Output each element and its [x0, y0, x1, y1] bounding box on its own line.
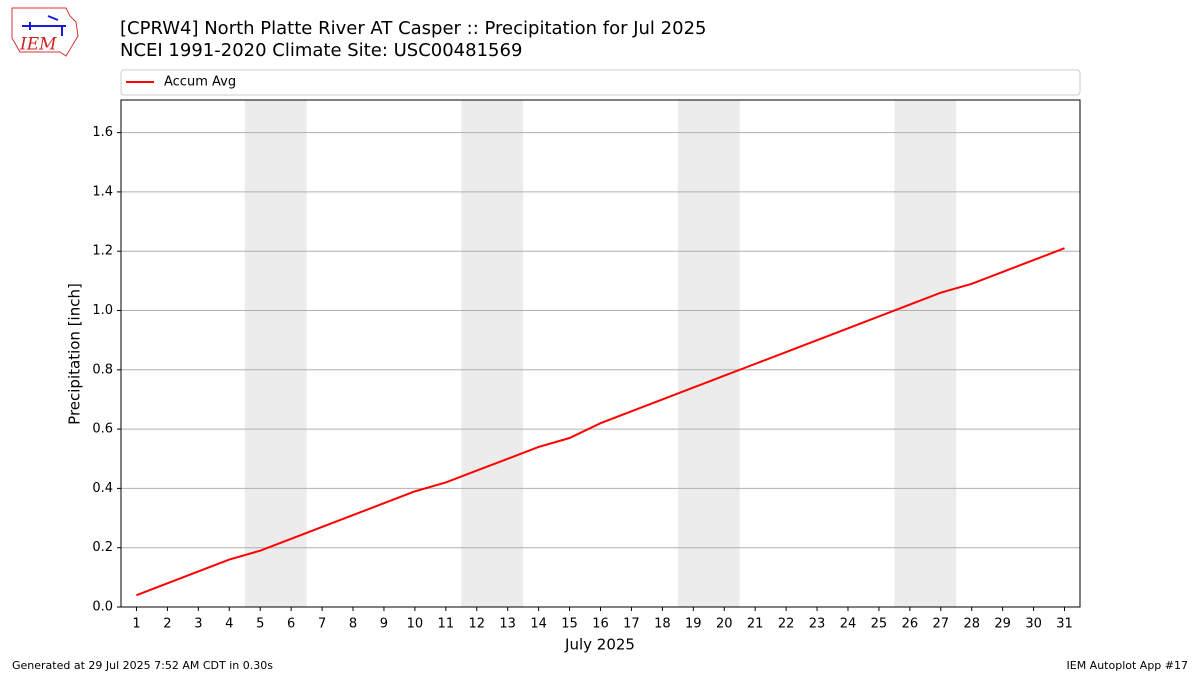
x-tick-label: 30: [1025, 617, 1042, 632]
x-tick-label: 13: [499, 617, 516, 632]
footer-left: Generated at 29 Jul 2025 7:52 AM CDT in …: [12, 659, 273, 672]
y-tick-label: 0.6: [92, 422, 113, 437]
series-line: [136, 247, 1065, 597]
x-tick-label: 25: [871, 617, 888, 632]
footer-right: IEM Autoplot App #17: [1067, 659, 1189, 672]
x-tick-label: 8: [349, 617, 357, 632]
y-tick-label: 0.0: [92, 600, 113, 615]
plot-frame: [120, 99, 1081, 608]
legend-box: [120, 69, 1081, 96]
x-tick-label: 7: [318, 617, 326, 632]
x-tick-label: 1: [132, 617, 140, 632]
x-tick-label: 11: [438, 617, 455, 632]
x-tick-label: 4: [225, 617, 233, 632]
x-tick-label: 6: [287, 617, 295, 632]
x-tick-label: 3: [194, 617, 202, 632]
weekend-band: [244, 100, 307, 607]
x-tick-label: 17: [623, 617, 640, 632]
x-tick-label: 29: [994, 617, 1011, 632]
y-tick-label: 0.8: [92, 362, 113, 377]
x-tick-label: 31: [1056, 617, 1073, 632]
x-tick-label: 21: [747, 617, 764, 632]
x-tick-label: 19: [685, 617, 702, 632]
y-axis-label: Precipitation [inch]: [66, 283, 84, 425]
x-tick-label: 14: [530, 617, 547, 632]
logo-icon: [22, 15, 66, 36]
y-tick-label: 0.4: [92, 481, 113, 496]
x-tick-label: 18: [654, 617, 671, 632]
y-tick-label: 1.2: [92, 244, 113, 259]
x-tick-label: 15: [561, 617, 578, 632]
legend-label: Accum Avg: [164, 75, 236, 90]
x-tick-label: 2: [163, 617, 171, 632]
logo-text: IEM: [19, 35, 57, 55]
y-tick-label: 1.6: [92, 125, 113, 140]
x-tick-label: 20: [716, 617, 733, 632]
x-axis-label: July 2025: [564, 636, 635, 654]
y-tick-label: 1.0: [92, 303, 113, 318]
weekend-band: [461, 100, 524, 607]
chart-title: [CPRW4] North Platte River AT Casper :: …: [120, 18, 706, 39]
x-tick-label: 5: [256, 617, 264, 632]
x-tick-label: 28: [963, 617, 980, 632]
x-tick-label: 24: [840, 617, 857, 632]
chart-subtitle: NCEI 1991-2020 Climate Site: USC00481569: [120, 40, 522, 61]
x-tick-label: 16: [592, 617, 609, 632]
y-tick-label: 0.2: [92, 540, 113, 555]
x-tick-label: 27: [933, 617, 950, 632]
x-tick-label: 12: [468, 617, 485, 632]
x-tick-label: 22: [778, 617, 795, 632]
weekend-band: [677, 100, 740, 607]
weekend-band: [894, 100, 957, 607]
y-tick-label: 1.4: [92, 184, 113, 199]
x-tick-label: 23: [809, 617, 826, 632]
x-tick-label: 10: [407, 617, 424, 632]
x-tick-label: 9: [380, 617, 388, 632]
logo: IEM: [11, 7, 79, 57]
logo-outline: [11, 7, 79, 57]
x-tick-label: 26: [902, 617, 919, 632]
